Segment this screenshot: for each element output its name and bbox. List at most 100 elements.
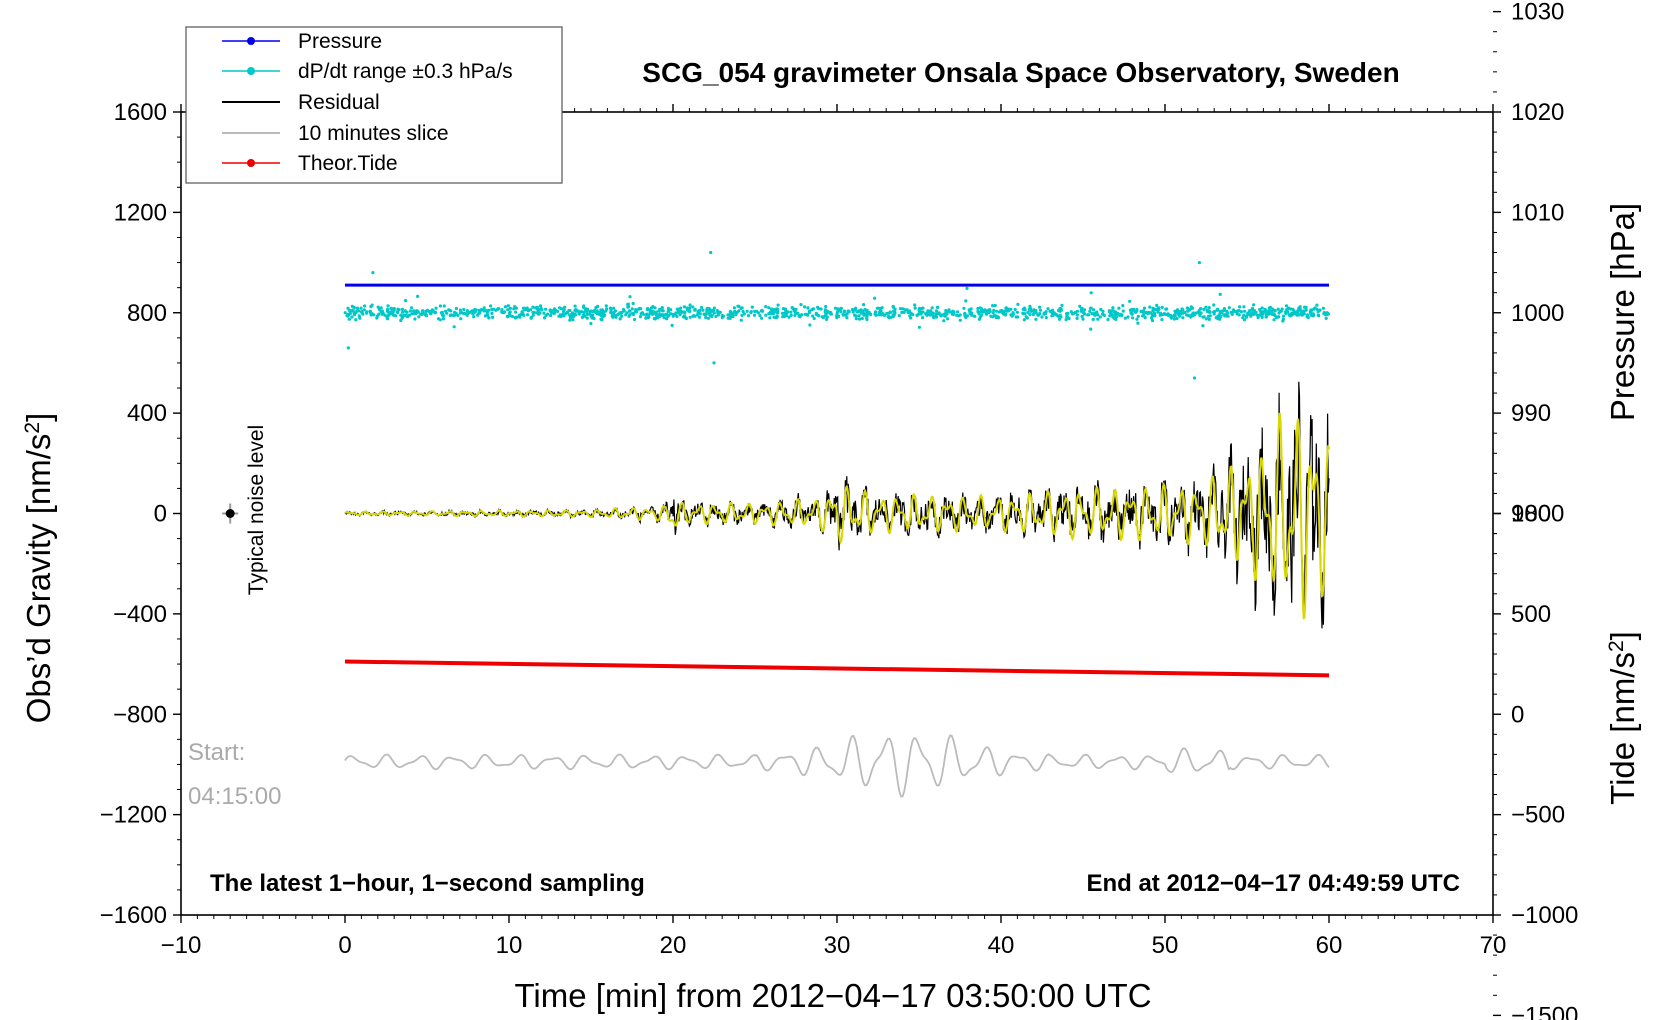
dpdt-point [549, 313, 553, 318]
dpdt-point [633, 317, 637, 322]
dpdt-point [666, 314, 670, 319]
dpdt-point [440, 310, 444, 314]
dpdt-outlier [1192, 376, 1197, 380]
dpdt-point [691, 305, 695, 309]
dpdt-point [403, 309, 407, 313]
dpdt-point [1179, 311, 1183, 315]
dpdt-point [631, 301, 635, 306]
dpdt-point [675, 307, 679, 311]
x-tick-label: 20 [660, 932, 687, 959]
dpdt-point [1315, 303, 1319, 307]
dpdt-point [819, 307, 823, 311]
dpdt-point [756, 311, 761, 315]
dpdt-point [529, 315, 534, 319]
dpdt-point [812, 316, 816, 321]
dpdt-point [678, 313, 682, 317]
dpdt-point [806, 306, 810, 310]
dpdt-point [1162, 312, 1166, 316]
dpdt-point [666, 309, 671, 313]
dpdt-point [701, 308, 705, 312]
dpdt-point [1288, 314, 1292, 318]
dpdt-point [1230, 311, 1234, 315]
dpdt-point [360, 311, 364, 315]
dpdt-point [532, 310, 536, 315]
y-axis-left-title: Obs’d Gravity [nm/s2] [20, 413, 57, 724]
dpdt-point [1181, 316, 1185, 320]
dpdt-point [1121, 309, 1125, 313]
dpdt-point [1180, 307, 1184, 311]
dpdt-point [1169, 316, 1173, 320]
dpdt-point [570, 311, 575, 315]
dpdt-point [627, 314, 631, 318]
dpdt-point [1065, 315, 1069, 319]
dpdt-point [675, 314, 679, 319]
dpdt-point [394, 314, 398, 318]
dpdt-point [712, 306, 717, 310]
x-tick-label: 10 [496, 932, 523, 959]
dpdt-point [462, 311, 466, 316]
dpdt-point [850, 307, 855, 312]
dpdt-point [1010, 314, 1014, 318]
dpdt-point [1297, 306, 1301, 310]
dpdt-point [1050, 314, 1054, 318]
dpdt-point [860, 316, 864, 321]
dpdt-point [682, 305, 687, 309]
dpdt-point [1024, 315, 1028, 319]
dpdt-point [1038, 308, 1043, 312]
x-tick-label: −10 [161, 932, 202, 959]
dpdt-point [1309, 313, 1313, 317]
dpdt-point [599, 317, 603, 321]
dpdt-point [1117, 306, 1121, 310]
dpdt-point [518, 315, 522, 319]
dpdt-point [506, 308, 510, 312]
dpdt-point [448, 313, 452, 318]
dpdt-point [600, 308, 605, 312]
dpdt-point [421, 309, 425, 313]
dpdt-point [1075, 313, 1079, 317]
noise-level-label: Typical noise level [245, 425, 268, 595]
dpdt-point [476, 313, 480, 317]
dpdt-point [454, 306, 458, 311]
dpdt-point [352, 310, 356, 315]
dpdt-point [472, 315, 476, 319]
dpdt-point [1034, 317, 1038, 321]
dpdt-point [878, 307, 883, 311]
dpdt-point [1315, 307, 1319, 311]
dpdt-point [624, 313, 628, 317]
dpdt-point [1275, 315, 1279, 319]
dpdt-point [728, 309, 733, 314]
dpdt-point [865, 309, 869, 314]
dpdt-point [726, 316, 730, 320]
x-tick-label: 40 [988, 932, 1015, 959]
dpdt-point [1252, 303, 1256, 307]
dpdt-point [726, 313, 730, 317]
x-tick-label: 30 [824, 932, 851, 959]
dpdt-point [494, 308, 498, 312]
dpdt-point [1101, 309, 1105, 313]
dpdt-point [650, 312, 654, 316]
dpdt-point [465, 313, 469, 317]
tide-tick-label: 500 [1511, 601, 1551, 628]
dpdt-point [687, 309, 691, 313]
dpdt-point [536, 309, 541, 313]
dpdt-point [1075, 316, 1079, 320]
dpdt-point [1242, 305, 1246, 309]
dpdt-point [620, 314, 624, 318]
dpdt-point [1071, 312, 1075, 316]
dpdt-point [951, 309, 955, 313]
dpdt-point [1157, 307, 1161, 311]
dpdt-point [594, 310, 598, 315]
dpdt-point [704, 315, 708, 320]
dpdt-point [585, 316, 589, 320]
legend-dpdt-marker [247, 67, 255, 75]
dpdt-point [984, 312, 989, 316]
dpdt-outlier [1197, 261, 1201, 265]
noise-point [225, 509, 235, 518]
dpdt-point [515, 315, 519, 319]
dpdt-point [1172, 317, 1176, 321]
dpdt-point [601, 314, 606, 318]
dpdt-point [1316, 310, 1320, 314]
dpdt-point [489, 304, 493, 308]
dpdt-point [634, 310, 639, 314]
dpdt-point [977, 312, 981, 316]
